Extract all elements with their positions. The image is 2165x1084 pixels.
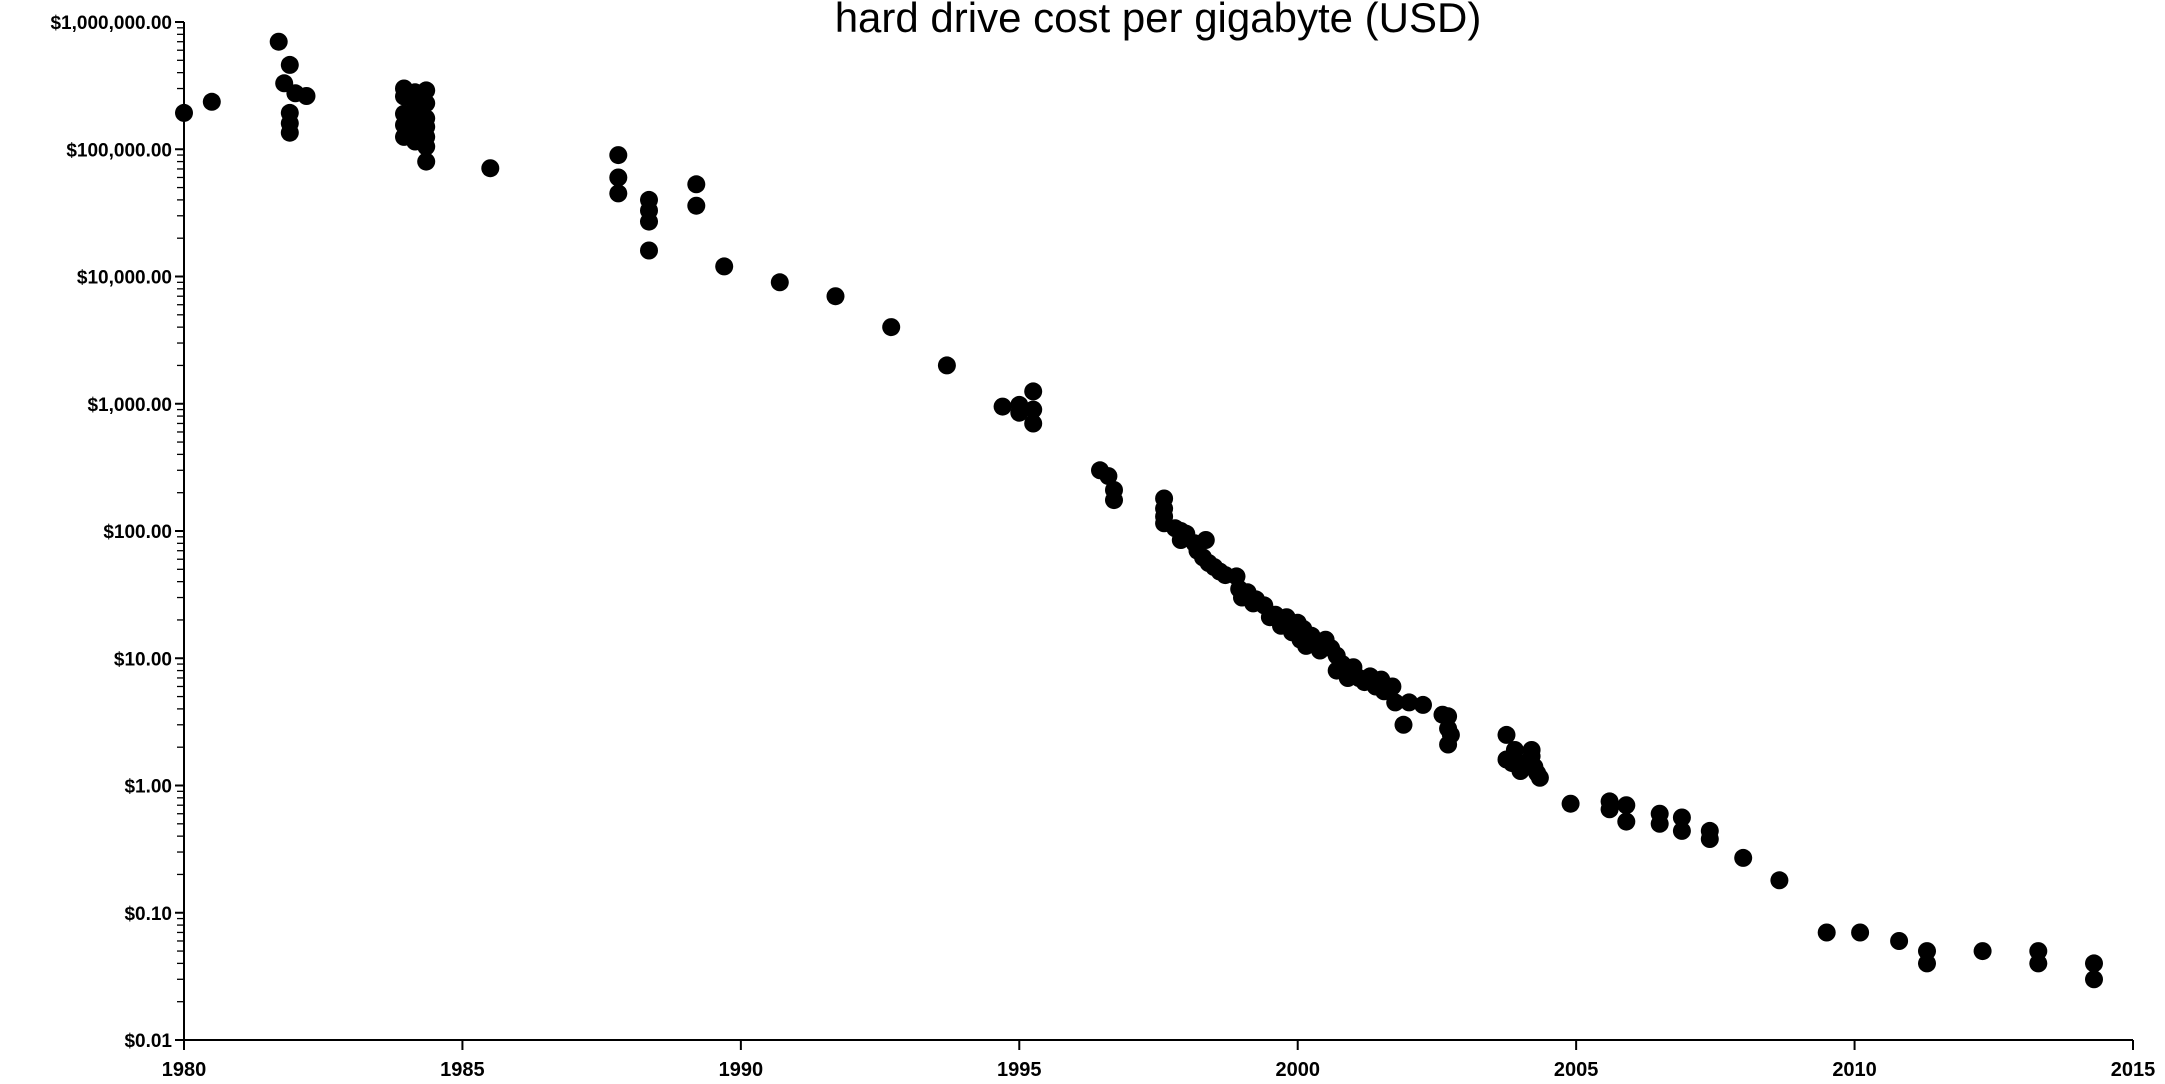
data-point [1918,942,1936,961]
data-point [1497,725,1516,744]
y-tick-label: $100.00 [103,522,172,543]
data-point [640,212,658,231]
data-point [202,92,221,111]
y-tick-label: $10,000.00 [77,268,172,289]
x-tick-label: 2005 [1554,1059,1599,1081]
data-point [417,152,436,171]
data-point [609,168,628,187]
data-point [715,257,734,276]
data-point [1386,693,1405,712]
data-point [1394,715,1413,734]
data-point [1617,812,1636,831]
x-tick-label: 1990 [719,1059,764,1081]
data-point [1672,808,1691,827]
data-point [417,94,436,113]
data-point [1672,821,1691,840]
data-point [1650,814,1669,833]
data-point [269,32,288,51]
x-tick-label: 2015 [2111,1059,2156,1081]
data-point [882,318,901,337]
chart-title: hard drive cost per gigabyte (USD) [835,0,1482,41]
data-point [1414,695,1432,714]
data-point [609,184,628,203]
data-point [937,356,956,375]
data-point [1700,830,1719,848]
data-point [1400,693,1419,712]
y-axis: $1,000,000.00 $100,000.00 $10,000.00 $1,000… [50,13,184,1052]
data-point [687,196,706,215]
data-point [1441,725,1460,744]
data-point [1024,414,1043,433]
data-point [687,175,706,194]
data-point [826,287,845,306]
y-tick-label: $1,000.00 [87,395,172,416]
y-tick-label: $0.10 [124,904,172,925]
y-tick-label: $0.01 [124,1031,172,1052]
y-tick-label: $1,000,000.00 [50,13,172,34]
data-point [280,55,299,74]
x-tick-label: 2010 [1832,1059,1877,1081]
x-axis: 1980 1985 1990 1995 2000 2005 2010 2015 [162,1040,2156,1081]
data-point [1973,942,1992,961]
data-point [1196,531,1215,549]
data-point [2085,954,2103,973]
data-point [1010,403,1029,422]
data-point [280,123,299,142]
data-point [417,81,436,100]
data-point [1530,768,1549,787]
y-tick-label: $100,000.00 [66,140,172,161]
x-tick-label: 1980 [162,1059,207,1081]
data-point [1734,848,1753,867]
data-point [1851,923,1870,942]
data-point [609,146,628,165]
data-point [1561,794,1580,813]
x-tick-label: 1985 [440,1059,485,1081]
y-tick-label: $10.00 [114,649,172,670]
y-tick-label: $1.00 [124,777,172,798]
data-point [1890,932,1909,950]
x-tick-label: 2000 [1275,1059,1320,1081]
data-point [1439,707,1458,726]
data-point [993,397,1012,416]
data-point [770,273,789,292]
data-point [640,241,658,260]
data-point [297,87,316,105]
data-point [1511,762,1530,780]
data-point [1600,800,1619,819]
scatter-points [175,32,2103,989]
data-point [1817,923,1836,942]
data-point [1770,871,1789,890]
data-point [2029,954,2048,973]
data-point [1105,491,1123,510]
x-tick-label: 1995 [997,1059,1042,1081]
data-point [1617,796,1636,815]
data-point [2029,942,2048,961]
data-point [417,137,436,156]
data-point [1024,382,1043,401]
data-point [1918,954,1936,973]
data-point [175,103,193,122]
data-point [1024,400,1043,419]
data-point [1099,467,1118,486]
data-point [481,159,500,178]
data-point [2085,970,2103,989]
data-point [1383,677,1402,696]
